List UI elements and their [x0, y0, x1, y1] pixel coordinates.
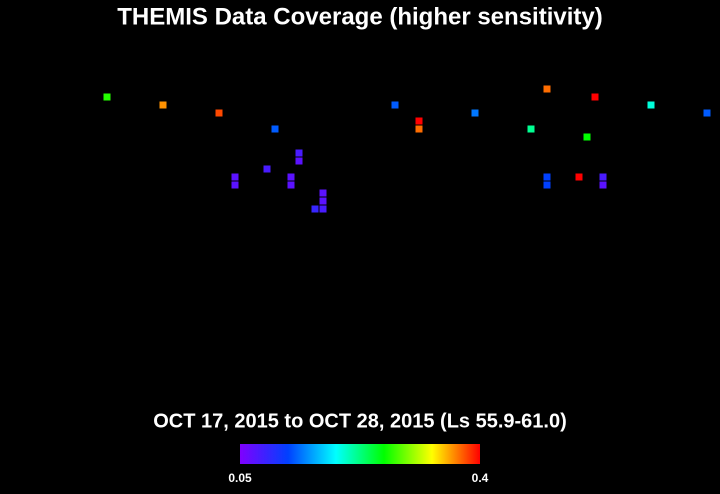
coverage-cell: [287, 173, 295, 181]
coverage-cell: [311, 205, 319, 213]
coverage-cell: [543, 173, 551, 181]
chart-subtitle: OCT 17, 2015 to OCT 28, 2015 (Ls 55.9-61…: [153, 410, 567, 432]
coverage-cell: [575, 173, 583, 181]
chart-title: THEMIS Data Coverage (higher sensitivity…: [117, 3, 602, 30]
coverage-cell: [231, 181, 239, 189]
coverage-cell: [415, 125, 423, 133]
coverage-cell: [287, 181, 295, 189]
coverage-cell: [319, 189, 327, 197]
coverage-cell: [647, 101, 655, 109]
coverage-cell: [319, 205, 327, 213]
coverage-cell: [295, 157, 303, 165]
colorbar-tick-label: 0.4: [472, 471, 489, 485]
coverage-cell: [271, 125, 279, 133]
coverage-cell: [583, 133, 591, 141]
coverage-cell: [591, 93, 599, 101]
coverage-cell: [391, 101, 399, 109]
coverage-cell: [231, 173, 239, 181]
coverage-cell: [263, 165, 271, 173]
coverage-cell: [599, 173, 607, 181]
coverage-cell: [215, 109, 223, 117]
coverage-cell: [103, 93, 111, 101]
coverage-cell: [599, 181, 607, 189]
coverage-cell: [543, 85, 551, 93]
coverage-cell: [159, 101, 167, 109]
coverage-cell: [527, 125, 535, 133]
coverage-cell: [703, 109, 711, 117]
coverage-cell: [319, 197, 327, 205]
colorbar-tick-label: 0.05: [228, 471, 252, 485]
coverage-cell: [471, 109, 479, 117]
coverage-cell: [543, 181, 551, 189]
coverage-cell: [295, 149, 303, 157]
coverage-cell: [415, 117, 423, 125]
colorbar: [240, 444, 480, 464]
